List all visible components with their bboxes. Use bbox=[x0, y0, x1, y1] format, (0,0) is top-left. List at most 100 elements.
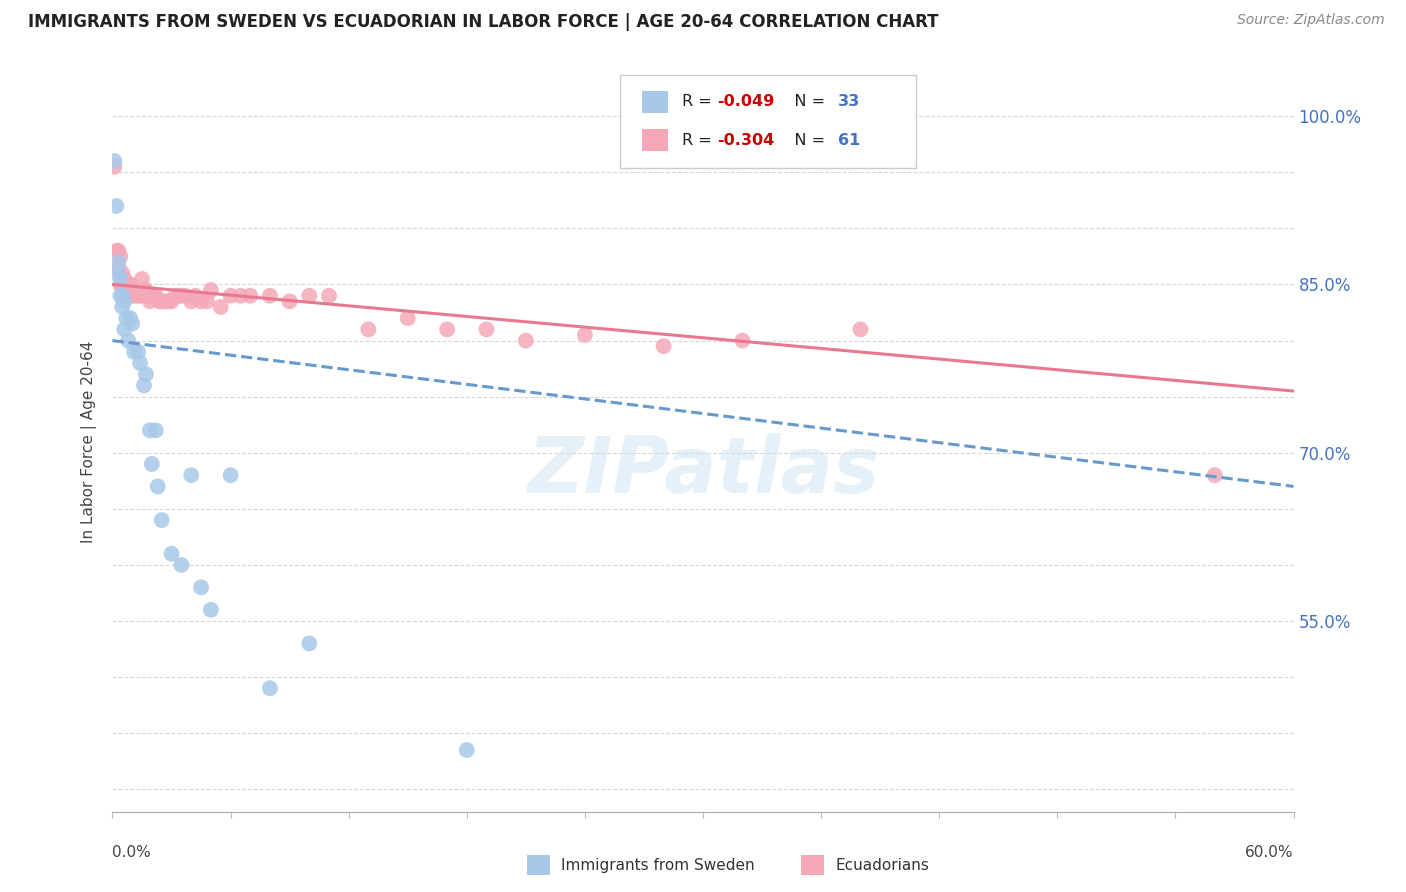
Point bbox=[107, 266, 129, 280]
Point bbox=[132, 289, 155, 303]
Point bbox=[396, 311, 419, 326]
Point bbox=[110, 250, 132, 264]
Point bbox=[141, 289, 163, 303]
Point bbox=[129, 289, 152, 303]
Point bbox=[103, 154, 125, 169]
Point bbox=[190, 294, 212, 309]
Point bbox=[129, 356, 152, 370]
Point bbox=[145, 423, 167, 437]
Point bbox=[209, 300, 232, 314]
Point bbox=[141, 457, 163, 471]
Point bbox=[110, 277, 132, 292]
Point bbox=[200, 603, 222, 617]
Point bbox=[135, 283, 157, 297]
Point bbox=[170, 289, 193, 303]
Point bbox=[112, 294, 135, 309]
Point bbox=[849, 322, 872, 336]
Point bbox=[145, 289, 167, 303]
Point bbox=[122, 289, 145, 303]
Point bbox=[136, 289, 159, 303]
Point bbox=[165, 289, 187, 303]
Point bbox=[103, 160, 125, 174]
Point bbox=[117, 334, 139, 348]
Point bbox=[160, 547, 183, 561]
Text: Immigrants from Sweden: Immigrants from Sweden bbox=[561, 858, 755, 872]
Point bbox=[120, 311, 142, 326]
Point bbox=[180, 294, 202, 309]
Point bbox=[139, 423, 162, 437]
Point bbox=[120, 289, 142, 303]
Point bbox=[200, 283, 222, 297]
Point bbox=[121, 283, 143, 297]
Text: IMMIGRANTS FROM SWEDEN VS ECUADORIAN IN LABOR FORCE | AGE 20-64 CORRELATION CHAR: IMMIGRANTS FROM SWEDEN VS ECUADORIAN IN … bbox=[28, 13, 939, 31]
Point bbox=[229, 289, 252, 303]
Text: ZIPatlas: ZIPatlas bbox=[527, 434, 879, 509]
Point bbox=[298, 289, 321, 303]
Text: Source: ZipAtlas.com: Source: ZipAtlas.com bbox=[1237, 13, 1385, 28]
Point bbox=[132, 283, 155, 297]
Text: 60.0%: 60.0% bbox=[1246, 845, 1294, 860]
Point bbox=[150, 294, 173, 309]
Point bbox=[298, 636, 321, 650]
Point bbox=[112, 322, 135, 336]
Text: 61: 61 bbox=[838, 133, 860, 147]
FancyBboxPatch shape bbox=[620, 75, 915, 168]
Point bbox=[149, 294, 172, 309]
Point bbox=[112, 283, 135, 297]
Point bbox=[219, 468, 242, 483]
Point bbox=[475, 322, 498, 336]
Point bbox=[112, 272, 135, 286]
Point bbox=[117, 277, 139, 292]
Point bbox=[122, 344, 145, 359]
Point bbox=[117, 277, 139, 292]
Point bbox=[132, 378, 155, 392]
Bar bbox=[641, 91, 668, 112]
Point bbox=[139, 294, 162, 309]
Point bbox=[195, 294, 218, 309]
Point bbox=[121, 317, 143, 331]
Point bbox=[515, 334, 537, 348]
Point bbox=[219, 289, 242, 303]
Point bbox=[120, 277, 142, 292]
Point bbox=[107, 244, 129, 258]
Point bbox=[152, 294, 174, 309]
Point bbox=[652, 339, 675, 353]
Text: N =: N = bbox=[779, 133, 830, 147]
Point bbox=[107, 255, 129, 269]
Point bbox=[125, 283, 148, 297]
Point bbox=[174, 289, 197, 303]
Point bbox=[1204, 468, 1226, 483]
Point bbox=[731, 334, 754, 348]
Point bbox=[318, 289, 340, 303]
Point bbox=[110, 289, 132, 303]
Point bbox=[150, 513, 173, 527]
Point bbox=[111, 300, 134, 314]
Point bbox=[115, 277, 138, 292]
Point bbox=[239, 289, 262, 303]
Point bbox=[115, 283, 138, 297]
Text: 0.0%: 0.0% bbox=[112, 845, 152, 860]
Point bbox=[259, 681, 281, 696]
Point bbox=[170, 558, 193, 572]
Point bbox=[105, 244, 128, 258]
Point bbox=[127, 289, 149, 303]
Point bbox=[184, 289, 207, 303]
Point bbox=[110, 272, 132, 286]
Point bbox=[111, 277, 134, 292]
Bar bbox=[641, 129, 668, 151]
Point bbox=[131, 272, 153, 286]
Text: R =: R = bbox=[682, 133, 717, 147]
Point bbox=[146, 479, 169, 493]
Text: R =: R = bbox=[682, 95, 717, 109]
Point bbox=[357, 322, 380, 336]
Point bbox=[160, 294, 183, 309]
Point bbox=[111, 266, 134, 280]
Text: N =: N = bbox=[779, 95, 830, 109]
Point bbox=[135, 368, 157, 382]
Point bbox=[111, 289, 134, 303]
Point bbox=[456, 743, 478, 757]
Point bbox=[436, 322, 458, 336]
Y-axis label: In Labor Force | Age 20-64: In Labor Force | Age 20-64 bbox=[80, 341, 97, 542]
Point bbox=[259, 289, 281, 303]
Text: 33: 33 bbox=[838, 95, 860, 109]
